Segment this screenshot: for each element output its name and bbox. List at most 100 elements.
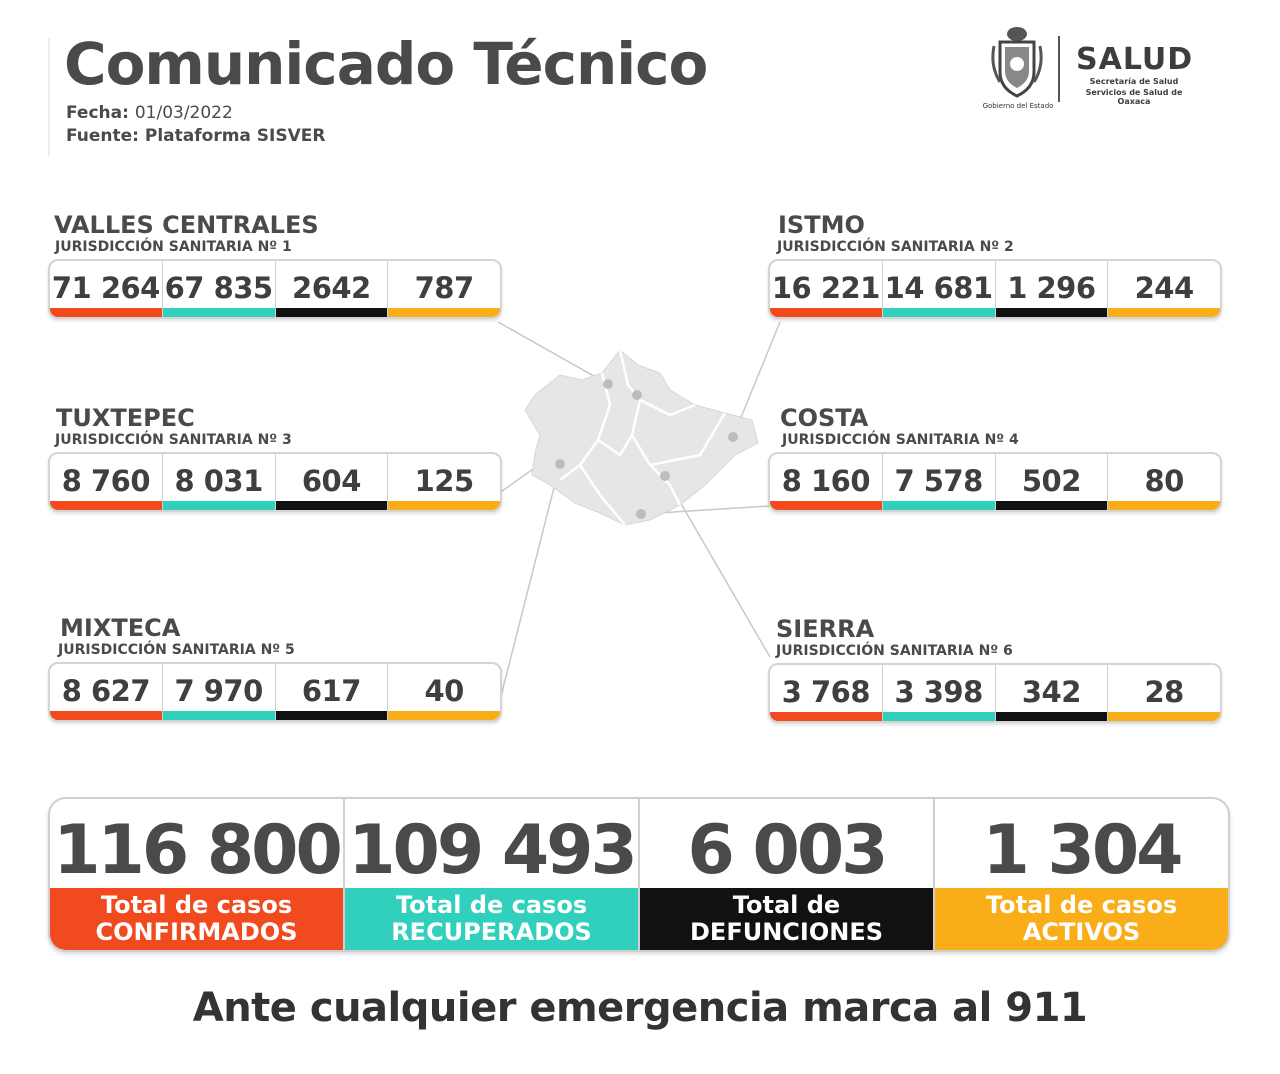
emergency-footer: Ante cualquier emergencia marca al 911 — [192, 985, 1088, 1031]
fecha-value: 01/03/2022 — [134, 103, 233, 123]
stat-defunciones: 2642 — [275, 261, 389, 317]
total-confirmados: 116 800 Total de casos CONFIRMADOS — [50, 799, 345, 950]
region-costa: COSTA JURISDICCIÓN SANITARIA Nº 4 8 160 … — [768, 406, 1222, 512]
salud-subtitle-1: Secretaría de Salud — [1089, 77, 1179, 86]
region-name: ISTMO — [778, 211, 865, 239]
region-jurisdiccion: JURISDICCIÓN SANITARIA Nº 1 — [55, 239, 292, 255]
color-bar — [275, 711, 388, 720]
color-bar — [162, 501, 275, 510]
stat-value: 3 398 — [894, 675, 983, 709]
stat-defunciones: 502 — [995, 454, 1109, 510]
total-label: Total de casos CONFIRMADOS — [50, 888, 343, 950]
page-title: Comunicado Técnico — [64, 30, 708, 98]
stat-recuperados: 8 031 — [162, 454, 276, 510]
region-tuxtepec: TUXTEPEC JURISDICCIÓN SANITARIA Nº 3 8 7… — [48, 406, 502, 512]
stat-defunciones: 342 — [995, 665, 1109, 721]
stat-recuperados: 7 578 — [882, 454, 996, 510]
fuente-label: Fuente: — [66, 126, 139, 146]
stat-activos: 40 — [388, 664, 500, 720]
total-label-line2: RECUPERADOS — [391, 918, 592, 946]
total-value: 1 304 — [982, 811, 1184, 890]
stat-value: 617 — [301, 674, 362, 708]
stat-confirmados: 3 768 — [770, 665, 883, 721]
stat-value: 342 — [1021, 675, 1082, 709]
color-bar — [388, 501, 500, 510]
region-stats-card: 8 760 8 031 604 125 — [48, 452, 502, 512]
stat-recuperados: 3 398 — [882, 665, 996, 721]
total-label: Total de DEFUNCIONES — [640, 888, 933, 950]
region-name: VALLES CENTRALES — [54, 211, 319, 239]
stat-confirmados: 8 160 — [770, 454, 883, 510]
stat-confirmados: 8 627 — [50, 664, 163, 720]
stat-defunciones: 1 296 — [995, 261, 1109, 317]
stat-value: 502 — [1021, 464, 1082, 498]
stat-recuperados: 7 970 — [162, 664, 276, 720]
color-bar — [995, 308, 1108, 317]
color-bar — [162, 308, 275, 317]
region-name: MIXTECA — [60, 614, 181, 642]
region-istmo: ISTMO JURISDICCIÓN SANITARIA Nº 2 16 221… — [768, 213, 1222, 319]
region-stats-card: 8 160 7 578 502 80 — [768, 452, 1222, 512]
total-label-line1: Total de casos — [395, 891, 588, 919]
stat-value: 1 296 — [1007, 271, 1096, 305]
stat-defunciones: 604 — [275, 454, 389, 510]
total-recuperados: 109 493 Total de casos RECUPERADOS — [345, 799, 640, 950]
total-label-line2: DEFUNCIONES — [690, 918, 883, 946]
color-bar — [388, 308, 500, 317]
region-jurisdiccion: JURISDICCIÓN SANITARIA Nº 6 — [776, 643, 1013, 659]
stat-value: 8 760 — [61, 464, 151, 498]
region-stats-card: 8 627 7 970 617 40 — [48, 662, 502, 722]
stat-activos: 28 — [1108, 665, 1220, 721]
stat-value: 7 970 — [174, 674, 263, 708]
color-bar — [1108, 712, 1220, 721]
salud-logo: Gobierno del Estado SALUD Secretaría de … — [978, 24, 1198, 116]
region-jurisdiccion: JURISDICCIÓN SANITARIA Nº 2 — [777, 239, 1014, 255]
stat-value: 125 — [414, 464, 475, 498]
total-value: 116 800 — [53, 811, 343, 890]
total-label-line1: Total de casos — [985, 891, 1178, 919]
region-stats-card: 3 768 3 398 342 28 — [768, 663, 1222, 723]
total-label: Total de casos ACTIVOS — [935, 888, 1228, 950]
stat-value: 16 221 — [771, 271, 880, 305]
stat-recuperados: 14 681 — [882, 261, 996, 317]
color-bar — [995, 712, 1108, 721]
salud-subtitle-2: Servicios de Salud de Oaxaca — [1085, 88, 1183, 106]
stat-activos: 80 — [1108, 454, 1220, 510]
region-jurisdiccion: JURISDICCIÓN SANITARIA Nº 5 — [58, 642, 295, 658]
color-bar — [50, 501, 162, 510]
total-value: 6 003 — [687, 811, 889, 890]
total-label-line2: CONFIRMADOS — [95, 918, 298, 946]
oaxaca-map — [524, 349, 759, 526]
stat-value: 14 681 — [884, 271, 993, 305]
stat-value: 3 768 — [781, 675, 871, 709]
logo-divider — [1058, 36, 1060, 102]
region-name: SIERRA — [776, 615, 875, 643]
region-stats-card: 71 264 67 835 2642 787 — [48, 259, 502, 319]
stat-value: 40 — [424, 674, 464, 708]
total-label-line2: ACTIVOS — [1022, 918, 1141, 946]
fecha-label: Fecha: — [66, 103, 129, 123]
gobierno-text: Gobierno del Estado — [982, 102, 1054, 110]
color-bar — [275, 308, 388, 317]
stat-value: 604 — [301, 464, 362, 498]
stat-value: 787 — [414, 271, 475, 305]
header-divider — [48, 38, 50, 156]
stat-activos: 125 — [388, 454, 500, 510]
stat-value: 80 — [1144, 464, 1184, 498]
stat-value: 8 627 — [61, 674, 151, 708]
stat-value: 7 578 — [894, 464, 983, 498]
total-label-line1: Total de — [732, 891, 841, 919]
total-label-line1: Total de casos — [100, 891, 293, 919]
color-bar — [162, 711, 275, 720]
stat-value: 67 835 — [164, 271, 273, 305]
color-bar — [50, 711, 162, 720]
color-bar — [388, 711, 500, 720]
stat-activos: 787 — [388, 261, 500, 317]
fuente: Fuente: Plataforma SISVER — [66, 126, 325, 146]
stat-value: 8 031 — [174, 464, 263, 498]
color-bar — [882, 308, 995, 317]
color-bar — [1108, 308, 1220, 317]
region-jurisdiccion: JURISDICCIÓN SANITARIA Nº 3 — [55, 432, 292, 448]
region-jurisdiccion: JURISDICCIÓN SANITARIA Nº 4 — [782, 432, 1019, 448]
fecha: Fecha: 01/03/2022 — [66, 103, 233, 123]
